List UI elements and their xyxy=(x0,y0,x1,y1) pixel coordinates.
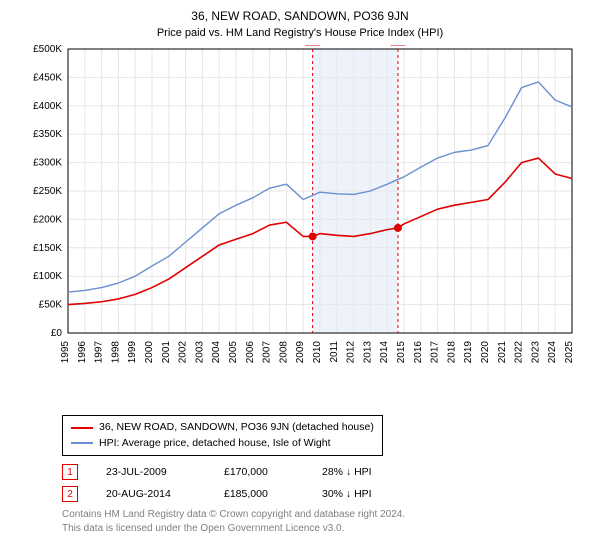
svg-text:2001: 2001 xyxy=(161,340,172,363)
svg-text:2017: 2017 xyxy=(430,340,441,363)
svg-text:2010: 2010 xyxy=(312,340,323,363)
transaction-delta: 30% ↓ HPI xyxy=(322,488,412,500)
footer-line-1: Contains HM Land Registry data © Crown c… xyxy=(62,508,588,522)
transaction-price: £170,000 xyxy=(224,466,294,478)
svg-text:2007: 2007 xyxy=(262,340,273,363)
svg-text:£350K: £350K xyxy=(33,129,62,140)
transaction-marker: 1 xyxy=(62,464,78,480)
svg-text:2013: 2013 xyxy=(362,340,373,363)
svg-text:2012: 2012 xyxy=(346,340,357,363)
svg-text:2020: 2020 xyxy=(480,340,491,363)
svg-text:2008: 2008 xyxy=(278,340,289,363)
svg-text:2018: 2018 xyxy=(446,340,457,363)
legend-row: HPI: Average price, detached house, Isle… xyxy=(71,436,374,452)
svg-text:£100K: £100K xyxy=(33,271,62,282)
svg-text:1999: 1999 xyxy=(127,340,138,363)
legend-swatch xyxy=(71,427,93,429)
svg-text:2002: 2002 xyxy=(178,340,189,363)
page-title: 36, NEW ROAD, SANDOWN, PO36 9JN xyxy=(12,8,588,25)
svg-text:1995: 1995 xyxy=(60,340,71,363)
svg-text:£500K: £500K xyxy=(33,45,62,55)
svg-text:2000: 2000 xyxy=(144,340,155,363)
transaction-row: 2 20-AUG-2014 £185,000 30% ↓ HPI xyxy=(62,486,588,502)
legend-row: 36, NEW ROAD, SANDOWN, PO36 9JN (detache… xyxy=(71,420,374,436)
svg-text:2005: 2005 xyxy=(228,340,239,363)
footer-line-2: This data is licensed under the Open Gov… xyxy=(62,522,588,536)
transaction-date: 20-AUG-2014 xyxy=(106,488,196,500)
svg-text:1996: 1996 xyxy=(77,340,88,363)
svg-text:£300K: £300K xyxy=(33,157,62,168)
svg-text:2011: 2011 xyxy=(329,340,340,362)
svg-text:2003: 2003 xyxy=(194,340,205,363)
svg-text:2021: 2021 xyxy=(497,340,508,363)
legend-label: HPI: Average price, detached house, Isle… xyxy=(99,436,331,452)
transaction-row: 1 23-JUL-2009 £170,000 28% ↓ HPI xyxy=(62,464,588,480)
svg-text:£250K: £250K xyxy=(33,186,62,197)
svg-text:2014: 2014 xyxy=(379,340,390,363)
transaction-delta: 28% ↓ HPI xyxy=(322,466,412,478)
svg-text:2022: 2022 xyxy=(514,340,525,363)
transaction-price: £185,000 xyxy=(224,488,294,500)
transaction-marker: 2 xyxy=(62,486,78,502)
svg-text:2006: 2006 xyxy=(245,340,256,363)
footer-attribution: Contains HM Land Registry data © Crown c… xyxy=(62,508,588,536)
svg-text:2009: 2009 xyxy=(295,340,306,363)
svg-text:£200K: £200K xyxy=(33,214,62,225)
svg-text:£150K: £150K xyxy=(33,243,62,254)
svg-text:1997: 1997 xyxy=(94,340,105,363)
svg-text:2025: 2025 xyxy=(564,340,575,363)
svg-text:2024: 2024 xyxy=(547,340,558,363)
price-chart: £0 £50K £100K £150K £200K £250K £300K £350K £400… xyxy=(20,45,580,375)
legend-swatch xyxy=(71,442,93,444)
svg-text:£400K: £400K xyxy=(33,101,62,112)
legend-label: 36, NEW ROAD, SANDOWN, PO36 9JN (detache… xyxy=(99,420,374,436)
chart-svg: £0 £50K £100K £150K £200K £250K £300K £350K £400… xyxy=(20,45,580,375)
svg-text:£0: £0 xyxy=(51,328,63,339)
svg-text:2019: 2019 xyxy=(463,340,474,363)
transaction-table: 1 23-JUL-2009 £170,000 28% ↓ HPI 2 20-AUG-201… xyxy=(62,464,588,502)
svg-text:£450K: £450K xyxy=(33,72,62,83)
svg-text:2015: 2015 xyxy=(396,340,407,363)
page-root: 36, NEW ROAD, SANDOWN, PO36 9JN Price pa… xyxy=(0,0,600,560)
svg-text:2023: 2023 xyxy=(530,340,541,363)
legend: 36, NEW ROAD, SANDOWN, PO36 9JN (detache… xyxy=(62,415,383,457)
svg-text:1998: 1998 xyxy=(110,340,121,363)
svg-text:£50K: £50K xyxy=(39,299,63,310)
svg-text:2004: 2004 xyxy=(211,340,222,363)
transaction-date: 23-JUL-2009 xyxy=(106,466,196,478)
page-subtitle: Price paid vs. HM Land Registry's House … xyxy=(12,27,588,39)
svg-text:2016: 2016 xyxy=(413,340,424,363)
